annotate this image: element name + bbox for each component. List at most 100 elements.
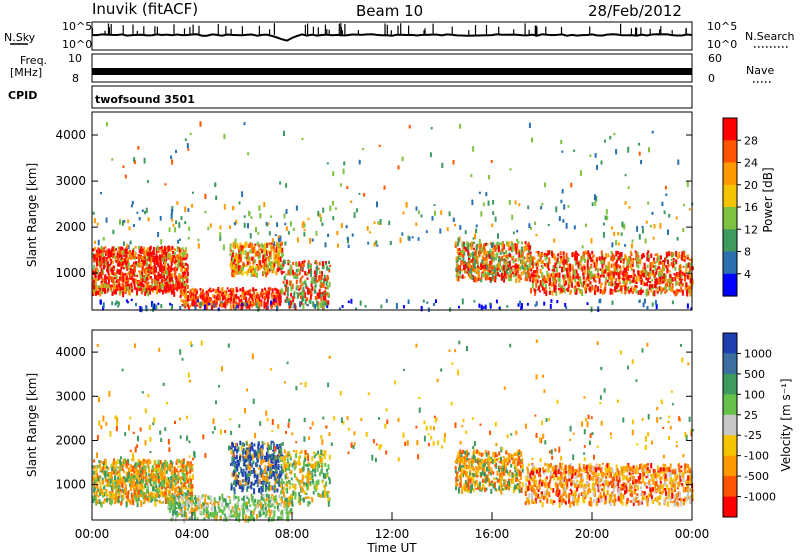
power-cell [580, 258, 582, 263]
power-cell [600, 260, 603, 265]
power-cell [119, 276, 122, 281]
power-cell [627, 277, 630, 279]
power-cell [676, 255, 679, 260]
power-cell [314, 281, 317, 288]
power-cell [257, 232, 260, 235]
velocity-cell [92, 489, 95, 493]
power-cell [405, 201, 408, 208]
power-cell [108, 258, 111, 261]
velocity-cell [214, 506, 217, 512]
power-cell [122, 249, 125, 254]
power-cell [158, 247, 161, 250]
power-cell [547, 252, 550, 256]
power-cell [234, 298, 237, 301]
velocity-cell [173, 501, 176, 506]
power-cell [248, 210, 251, 217]
velocity-cell [180, 490, 183, 495]
power-cell [144, 259, 147, 264]
velocity-cell [213, 511, 215, 518]
power-cell [309, 237, 312, 244]
power-cell [589, 266, 592, 270]
velocity-cell [191, 499, 194, 504]
power-cell [123, 241, 125, 246]
power-cell [594, 201, 597, 206]
power-cell [524, 241, 527, 245]
power-cell [152, 246, 155, 251]
power-cell [487, 251, 490, 255]
power-cell [665, 193, 668, 196]
velocity-cell [179, 513, 182, 516]
power-cell [296, 274, 299, 278]
power-cell [170, 155, 173, 160]
power-cell [598, 299, 601, 304]
power-cell [467, 273, 470, 277]
power-cell [653, 257, 655, 261]
velocity-cell [159, 493, 162, 498]
power-cell [251, 256, 254, 261]
velocity-cell [249, 504, 252, 507]
power-cell [129, 241, 132, 244]
power-cell [171, 268, 174, 271]
power-cell [180, 216, 183, 221]
velocity-cell [267, 494, 270, 499]
power-cell [210, 290, 213, 293]
velocity-cell [130, 485, 132, 491]
power-cell [148, 264, 151, 269]
power-cell [215, 296, 218, 300]
velocity-cell [289, 496, 292, 501]
velocity-cell [141, 490, 144, 493]
velocity-cell [119, 465, 122, 472]
power-cell [293, 296, 296, 300]
power-cell [553, 285, 556, 291]
power-cell [562, 274, 565, 279]
power-cell [167, 265, 170, 270]
velocity-cell [281, 514, 284, 521]
velocity-cell [233, 494, 236, 499]
power-cell [273, 292, 276, 295]
power-cell [584, 250, 587, 254]
power-cell [679, 275, 682, 281]
power-cell [645, 270, 648, 274]
power-cell [125, 260, 128, 266]
power-cell [549, 275, 551, 279]
velocity-cell [200, 495, 203, 500]
velocity-cell [246, 508, 249, 512]
power-cell [605, 253, 608, 260]
velocity-cell [177, 495, 180, 500]
power-cell [101, 272, 104, 276]
power-cell [143, 268, 146, 274]
power-cell [622, 258, 625, 263]
power-cell [553, 238, 556, 243]
power-cell [672, 264, 675, 268]
velocity-cell [179, 509, 182, 514]
power-cell [671, 277, 674, 282]
velocity-cell [197, 498, 200, 502]
power-cell [460, 276, 463, 279]
velocity-cell [121, 483, 124, 488]
velocity-cell [136, 501, 139, 508]
power-cell [553, 287, 556, 293]
power-cell [618, 279, 621, 283]
power-cell [448, 211, 451, 217]
power-cell [501, 243, 504, 250]
power-cell [517, 303, 520, 307]
power-cell [196, 304, 199, 307]
power-cell [530, 267, 533, 270]
power-cell [271, 263, 274, 270]
power-cell [602, 222, 605, 226]
power-cell [111, 271, 114, 276]
power-cell [336, 231, 339, 236]
power-cell [230, 259, 233, 266]
power-cell [109, 284, 112, 287]
power-cell [473, 277, 476, 283]
velocity-cell [110, 502, 113, 506]
power-cell [292, 269, 294, 274]
power-cell [236, 243, 239, 249]
power-cell [600, 160, 603, 165]
power-cell [557, 277, 560, 282]
power-cell [527, 241, 530, 246]
velocity-cell [273, 505, 276, 509]
velocity-cell [179, 502, 182, 509]
power-cell [658, 266, 661, 269]
